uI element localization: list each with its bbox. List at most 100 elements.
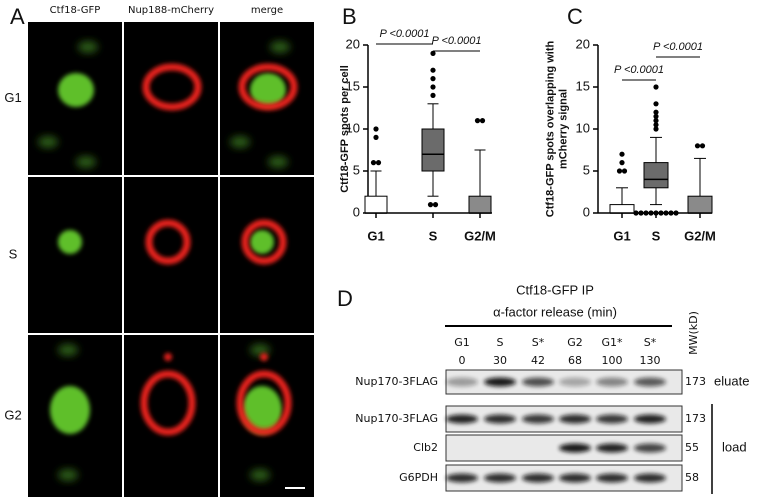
- blot-band: [634, 414, 666, 424]
- micrograph: [220, 177, 314, 333]
- blot-band: [596, 377, 628, 387]
- blot-band: [634, 473, 666, 483]
- mcherry-dot: [260, 353, 268, 361]
- outlier: [479, 118, 486, 124]
- gfp-debris: [250, 469, 270, 481]
- blot-band: [484, 473, 516, 483]
- gfp-debris: [58, 344, 78, 356]
- blot-band: [596, 414, 628, 424]
- lane-time: 100: [602, 354, 623, 367]
- panel-label: A: [10, 4, 25, 29]
- outlier: [653, 113, 659, 119]
- gfp-signal: [58, 230, 82, 254]
- lane-stage: G1*: [601, 336, 623, 349]
- outlier: [430, 67, 436, 73]
- panel-label: C: [567, 4, 583, 29]
- y-tick-label: 20: [576, 36, 590, 51]
- blot-band: [634, 443, 666, 453]
- outlier: [648, 210, 654, 216]
- lane-stage: S*: [644, 336, 657, 349]
- mcherry-signal: [238, 63, 298, 111]
- panel-label: D: [337, 286, 353, 311]
- column-header: merge: [251, 5, 283, 16]
- outlier: [430, 92, 436, 98]
- gfp-signal: [250, 230, 274, 254]
- outlier: [658, 210, 664, 216]
- lane-stage: G1: [454, 336, 470, 349]
- blot-band: [484, 414, 516, 424]
- gfp-debris: [270, 41, 290, 53]
- x-tick-label: S: [652, 228, 661, 243]
- blot-band: [446, 414, 478, 424]
- outlier: [653, 109, 659, 115]
- blot-band: [596, 473, 628, 483]
- x-tick-label: S: [429, 228, 438, 243]
- y-axis-label: mCherry signal: [557, 89, 569, 169]
- outlier: [474, 118, 481, 124]
- outlier: [638, 210, 644, 216]
- outlier: [653, 101, 659, 107]
- y-tick-label: 10: [576, 120, 590, 135]
- mw-value: 58: [685, 471, 699, 484]
- outlier: [619, 160, 625, 166]
- outlier: [373, 134, 379, 140]
- outlier: [430, 76, 436, 82]
- outlier: [653, 118, 659, 124]
- group-label: load: [722, 439, 747, 454]
- y-axis-label: Ctf18-GFP spots overlapping with: [544, 41, 556, 218]
- outlier: [616, 168, 623, 174]
- blot-band: [522, 377, 554, 387]
- blot-subtitle: α-factor release (min): [493, 304, 617, 319]
- y-tick-label: 0: [583, 204, 590, 219]
- y-tick-label: 0: [353, 204, 360, 219]
- column-header: Nup188-mCherry: [128, 5, 214, 16]
- outlier: [694, 143, 701, 149]
- outlier: [373, 126, 379, 132]
- blot-band: [559, 473, 591, 483]
- blot-band: [522, 414, 554, 424]
- gfp-debris: [250, 344, 270, 356]
- outlier: [643, 210, 649, 216]
- x-tick-label: G2/M: [684, 228, 716, 243]
- gfp-signal: [58, 73, 94, 107]
- blot-label: G6PDH: [399, 471, 438, 484]
- lane-time: 30: [493, 354, 507, 367]
- micrograph: [124, 177, 218, 333]
- group-label: eluate: [714, 373, 749, 388]
- blot-band: [446, 377, 478, 387]
- lane-time: 130: [640, 354, 661, 367]
- blot-band: [446, 473, 478, 483]
- y-tick-label: 5: [583, 162, 590, 177]
- mw-header: MW(kD): [687, 311, 700, 355]
- outlier: [375, 160, 382, 166]
- blot-band: [634, 377, 666, 387]
- outlier: [663, 210, 669, 216]
- blot-band: [484, 377, 516, 387]
- lane-stage: S: [497, 336, 504, 349]
- x-tick-label: G1: [613, 228, 630, 243]
- box: [687, 195, 713, 214]
- x-tick-label: G2/M: [464, 228, 496, 243]
- blot-band: [559, 377, 591, 387]
- p-value: P <0.0001: [379, 28, 429, 40]
- outlier: [370, 160, 377, 166]
- y-tick-label: 15: [346, 78, 360, 93]
- lane-stage: S*: [532, 336, 545, 349]
- row-label: G2: [4, 407, 21, 422]
- gfp-debris: [230, 136, 250, 148]
- outlier: [668, 210, 674, 216]
- box: [643, 162, 669, 189]
- mw-value: 173: [685, 412, 706, 425]
- y-tick-label: 10: [346, 120, 360, 135]
- mcherry-signal: [142, 63, 202, 111]
- outlier: [430, 84, 436, 90]
- mcherry-signal: [145, 219, 191, 265]
- row-label: G1: [4, 90, 21, 105]
- blot-label: Nup170-3FLAG: [355, 412, 438, 425]
- gfp-debris: [76, 156, 96, 168]
- y-axis-label: Ctf18-GFP spots per cell: [339, 65, 351, 193]
- outlier: [430, 50, 436, 57]
- outlier: [653, 122, 659, 128]
- mcherry-signal: [140, 370, 196, 436]
- box: [609, 204, 635, 214]
